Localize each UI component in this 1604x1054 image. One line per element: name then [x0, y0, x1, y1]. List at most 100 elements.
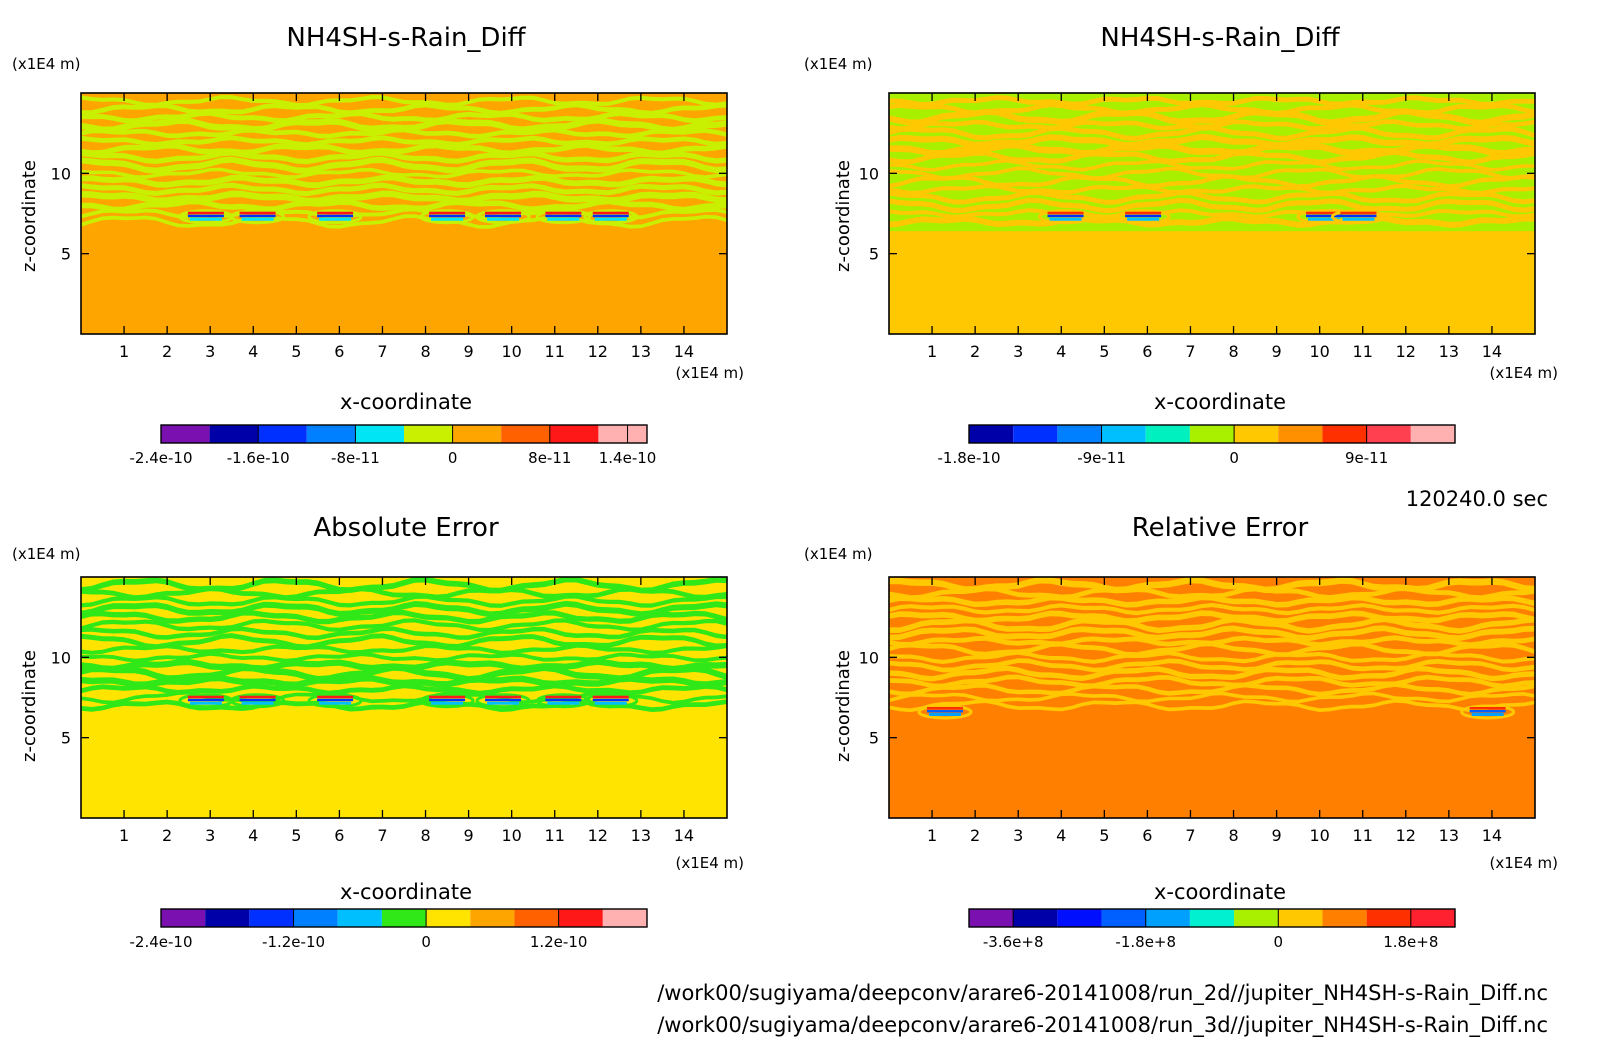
contour-stripe [81, 651, 727, 663]
x-tick-label: 8 [1228, 342, 1238, 361]
colorbar-swatch [501, 425, 550, 443]
contour-stripe [889, 658, 1535, 673]
contour-stripe [889, 682, 1535, 697]
anomaly-negative [487, 701, 520, 705]
x-tick-label: 3 [1013, 826, 1023, 845]
contour-stripe [889, 108, 1535, 127]
y-tick-label: 5 [869, 245, 879, 264]
anomaly-positive [545, 211, 582, 215]
x-tick-label: 9 [1272, 826, 1282, 845]
contour-stripe [81, 142, 727, 156]
colorbar-label: -2.4e-10 [130, 449, 193, 467]
x-unit-label: (x1E4 m) [675, 364, 744, 382]
contour-stripe [889, 691, 1535, 704]
colorbar-swatch [161, 909, 206, 927]
anomaly-core [317, 698, 354, 702]
y-tick-label: 10 [51, 648, 71, 667]
x-tick-label: 13 [1439, 826, 1459, 845]
anomaly-core [545, 214, 582, 218]
anomaly-negative [487, 217, 520, 221]
x-tick-label: 7 [1185, 826, 1195, 845]
panel-title: Absolute Error [313, 513, 499, 543]
x-tick-label: 10 [1309, 826, 1329, 845]
colorbar-swatch [598, 425, 647, 443]
y-axis-label: z-coordinate [19, 650, 40, 762]
anomaly-positive [1305, 211, 1342, 215]
colorbar-swatch [1057, 425, 1102, 443]
x-tick-label: 5 [1099, 826, 1109, 845]
contour-stripe [889, 102, 1535, 116]
y-tick-label: 5 [869, 729, 879, 748]
anomaly-positive [1125, 211, 1162, 215]
anomaly-positive [926, 706, 963, 710]
anomaly-negative [241, 701, 274, 705]
colorbar-label: 1.8e+8 [1383, 933, 1438, 951]
colorbar-swatch [1101, 425, 1146, 443]
anomaly-ring [535, 693, 591, 709]
plot-frame [888, 576, 1536, 819]
contour-stripe [81, 182, 727, 197]
colorbar-label: -9e-11 [1077, 449, 1126, 467]
colorbar-label: 1.4e-10 [599, 449, 657, 467]
anomaly-negative [547, 217, 580, 221]
colorbar-swatch [1057, 909, 1102, 927]
x-tick-label: 9 [1272, 342, 1282, 361]
anomaly-positive [239, 211, 276, 215]
x-tick-label: 10 [501, 342, 521, 361]
colorbar-label: 9e-11 [1345, 449, 1388, 467]
x-tick-label: 7 [1185, 342, 1195, 361]
contour-stripe [889, 158, 1535, 172]
x-tick-label: 5 [1099, 342, 1109, 361]
x-tick-label: 12 [588, 342, 608, 361]
anomaly-negative [1471, 712, 1504, 716]
panel-1: NH4SH-s-Rain_Diff (x1E4 m) (x1E4 m) x-co… [12, 23, 744, 467]
contour-stripe [889, 576, 1535, 594]
contour-stripe [81, 156, 727, 174]
contour-stripe [889, 635, 1535, 648]
x-axis-label: x-coordinate [340, 390, 472, 414]
anomaly-core [926, 709, 963, 713]
colorbar-swatch [1189, 425, 1235, 443]
x-unit-label: (x1E4 m) [1489, 364, 1558, 382]
anomaly-negative [928, 712, 961, 716]
anomaly-ring [1115, 209, 1171, 225]
x-tick-label: 6 [334, 342, 344, 361]
y-unit-label: (x1E4 m) [804, 545, 873, 563]
x-tick-label: 9 [464, 342, 474, 361]
colorbar-swatch [549, 425, 599, 443]
anomaly-ring [419, 209, 475, 225]
contour-stripe [889, 183, 1535, 196]
anomaly-negative [1342, 217, 1375, 221]
anomaly-positive [239, 695, 276, 699]
x-tick-label: 6 [334, 826, 344, 845]
anomaly-negative [241, 217, 274, 221]
x-tick-label: 7 [377, 826, 387, 845]
panel-title: NH4SH-s-Rain_Diff [286, 23, 526, 53]
anomaly-negative [189, 701, 222, 705]
x-tick-label: 11 [545, 342, 565, 361]
anomaly-ring [535, 209, 591, 225]
contour-stripe [889, 190, 1535, 205]
y-unit-label: (x1E4 m) [12, 55, 81, 73]
anomaly-ring [583, 693, 639, 709]
contour-stripe [81, 683, 727, 696]
colorbar-swatch [209, 425, 259, 443]
file-path-2d: /work00/sugiyama/deepconv/arare6-2014100… [657, 981, 1548, 1006]
contour-stripe [889, 166, 1535, 181]
anomaly-positive [592, 695, 629, 699]
x-tick-label: 2 [970, 342, 980, 361]
x-tick-label: 2 [162, 826, 172, 845]
colorbar-swatch [1410, 425, 1455, 443]
colorbar-swatch [1410, 909, 1455, 927]
x-tick-label: 6 [1142, 826, 1152, 845]
anomaly-ring [1460, 704, 1516, 720]
contour-stripe [889, 625, 1535, 642]
anomaly-core [1047, 214, 1084, 218]
x-tick-label: 11 [545, 826, 565, 845]
colorbar-label: -1.8e+8 [1115, 933, 1176, 951]
x-tick-label: 13 [631, 826, 651, 845]
x-tick-label: 5 [291, 826, 301, 845]
timestamp: 120240.0 sec [1406, 487, 1548, 511]
anomaly-negative [547, 701, 580, 705]
